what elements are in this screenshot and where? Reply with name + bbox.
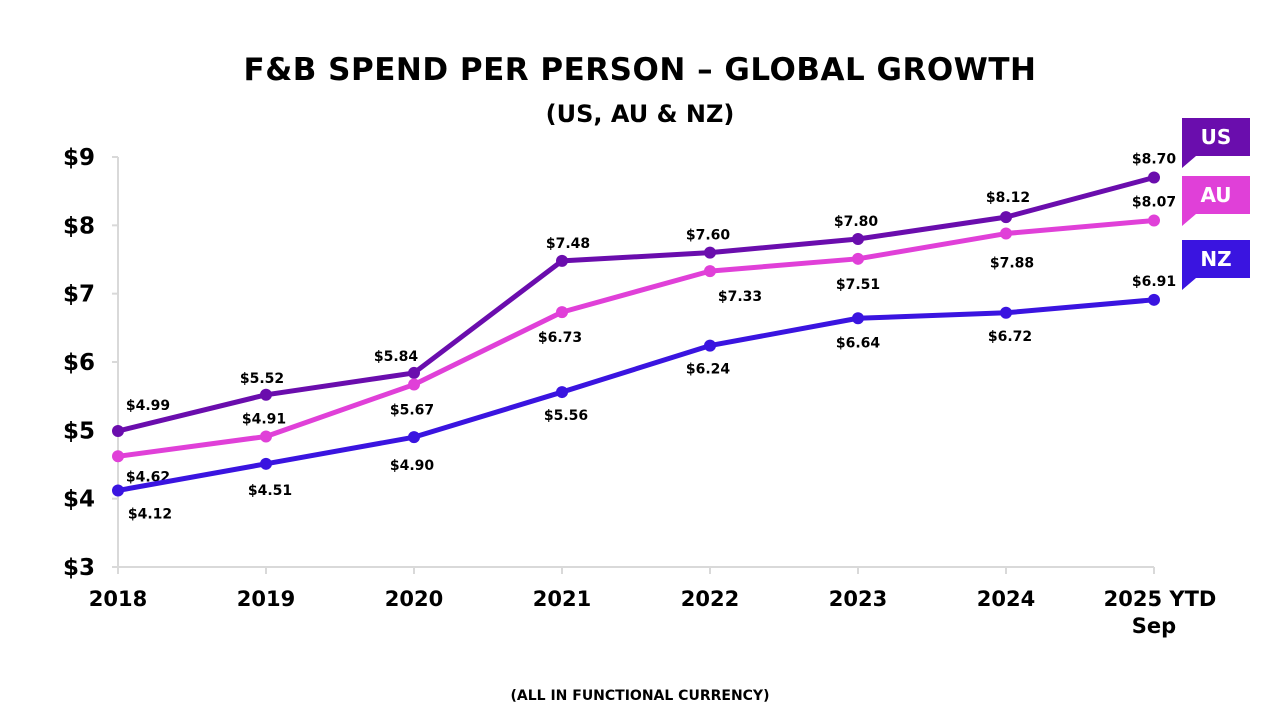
- legend-label-au: AU: [1200, 183, 1231, 207]
- data-point-nz: [852, 312, 864, 325]
- y-tick-label: $7: [63, 282, 95, 308]
- y-tick-label: $9: [63, 145, 95, 171]
- data-label-us: $7.60: [686, 228, 731, 244]
- y-tick-label: $3: [63, 555, 95, 581]
- x-tick-label: 2021: [533, 587, 591, 611]
- data-point-us: [1000, 211, 1012, 224]
- legend-tag-us: [1182, 118, 1250, 168]
- data-label-au: $7.51: [836, 277, 880, 293]
- data-label-au: $6.73: [538, 330, 582, 346]
- series-line-us: [115, 175, 1157, 434]
- data-point-nz: [260, 457, 272, 470]
- data-label-us: $8.70: [1132, 152, 1177, 168]
- data-point-us: [408, 366, 420, 379]
- data-label-nz: $4.12: [128, 506, 172, 522]
- data-label-nz: $4.90: [390, 458, 435, 474]
- data-label-au: $5.67: [390, 403, 434, 419]
- data-point-nz: [1148, 293, 1160, 306]
- data-point-au: [112, 450, 124, 463]
- data-label-nz: $6.91: [1132, 274, 1176, 290]
- data-point-us: [260, 388, 272, 401]
- data-label-au: $8.07: [1132, 195, 1176, 211]
- data-point-us: [704, 246, 716, 259]
- x-tick-label: 2020: [385, 587, 443, 611]
- data-label-us: $7.48: [546, 236, 590, 252]
- x-tick-label: 2023: [829, 587, 887, 611]
- chart-subtitle: (US, AU & NZ): [545, 100, 735, 128]
- x-tick-label: 2019: [237, 587, 295, 611]
- data-point-us: [1148, 171, 1160, 184]
- data-label-nz: $6.24: [686, 362, 731, 378]
- data-label-nz: $6.64: [836, 335, 881, 351]
- legend-tag-nz: [1182, 240, 1250, 290]
- y-tick-label: $8: [63, 213, 95, 239]
- data-point-au: [852, 252, 864, 265]
- data-point-nz: [556, 386, 568, 399]
- data-label-au: $4.91: [242, 411, 286, 427]
- x-tick-label: 2022: [681, 587, 739, 611]
- y-tick-label: $6: [63, 350, 95, 376]
- data-point-au: [260, 430, 272, 443]
- series-line-nz: [115, 297, 1157, 493]
- x-tick-label: 2024: [977, 587, 1035, 611]
- data-label-us: $4.99: [126, 398, 170, 414]
- legend-label-us: US: [1201, 125, 1232, 149]
- data-point-au: [556, 306, 568, 319]
- data-point-us: [556, 254, 568, 267]
- data-label-nz: $4.51: [248, 483, 292, 499]
- data-point-nz: [704, 339, 716, 352]
- legend-label-nz: NZ: [1200, 247, 1231, 271]
- data-point-nz: [1000, 306, 1012, 319]
- data-point-nz: [408, 431, 420, 444]
- data-label-nz: $6.72: [988, 329, 1032, 345]
- data-point-au: [704, 265, 716, 278]
- data-label-au: $7.88: [990, 256, 1034, 272]
- data-label-us: $8.12: [986, 190, 1030, 206]
- data-point-au: [408, 378, 420, 391]
- series-line-au: [115, 218, 1157, 459]
- data-label-au: $7.33: [718, 289, 762, 305]
- data-label-nz: $5.56: [544, 408, 588, 424]
- data-label-us: $5.84: [374, 349, 419, 365]
- x-tick-label: 2025 YTD Sep: [1104, 587, 1217, 638]
- data-label-us: $5.52: [240, 371, 284, 387]
- y-tick-label: $4: [63, 487, 95, 513]
- legend-tag-au: [1182, 176, 1250, 226]
- x-tick-label: 2018: [89, 587, 147, 611]
- data-label-us: $7.80: [834, 214, 879, 230]
- chart-title: F&B SPEND PER PERSON – GLOBAL GROWTH: [243, 52, 1037, 88]
- data-point-us: [852, 233, 864, 245]
- y-tick-label: $5: [63, 418, 95, 444]
- data-point-nz: [112, 484, 124, 497]
- line-chart: $3 $4 $5 $6 $7 $8 $9 2018 2019 2020 2021 2022 2023 20…: [63, 118, 1250, 638]
- data-point-au: [1148, 214, 1160, 227]
- data-point-us: [112, 425, 124, 438]
- data-point-au: [1000, 227, 1012, 240]
- chart-footnote: (ALL IN FUNCTIONAL CURRENCY): [510, 688, 770, 704]
